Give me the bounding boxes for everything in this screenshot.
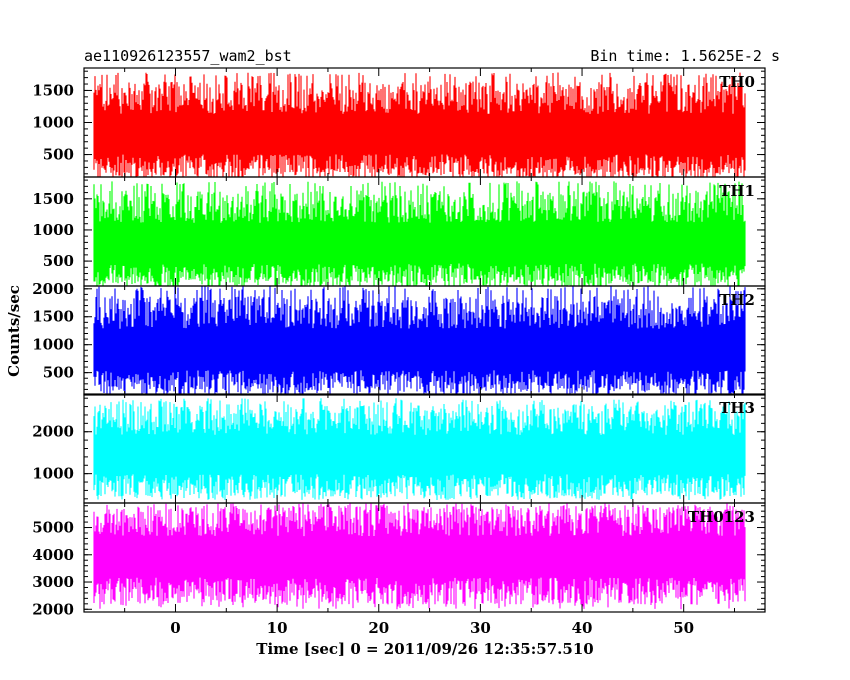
x-tick-label: 40 xyxy=(572,619,593,637)
panel-frame xyxy=(83,285,766,396)
y-tick-label: 2000 xyxy=(32,280,74,298)
panel-label: TH0 xyxy=(719,73,755,91)
y-tick-label: 500 xyxy=(43,364,74,382)
panel-th2: 500 1000 1500 2000 TH2 xyxy=(32,280,766,396)
y-tick-label: 1000 xyxy=(32,114,74,132)
chart-title-right: Bin time: 1.5625E-2 s xyxy=(590,47,780,65)
y-tick-label: 3000 xyxy=(32,573,74,591)
panel-th0: 500 1000 1500 TH0 xyxy=(32,67,766,178)
y-tick-label: 1000 xyxy=(32,221,74,239)
chart-title-left: ae110926123557_wam2_bst xyxy=(84,47,292,65)
x-tick-label: 30 xyxy=(470,619,491,637)
x-axis-title: Time [sec] 0 = 2011/09/26 12:35:57.510 xyxy=(256,640,593,658)
y-tick-label: 2000 xyxy=(32,423,74,441)
series-th3 xyxy=(93,398,746,500)
y-tick-label: 5000 xyxy=(32,519,74,537)
y-tick-label: 1000 xyxy=(32,465,74,483)
series-th1 xyxy=(93,181,746,286)
y-tick-label: 500 xyxy=(43,146,74,164)
panel-label: TH3 xyxy=(719,399,755,417)
x-tick-label: 20 xyxy=(368,619,389,637)
panel-label: TH1 xyxy=(719,182,755,200)
panel-label: TH2 xyxy=(719,291,755,309)
series-th0123 xyxy=(93,503,746,610)
y-tick-label: 1500 xyxy=(32,308,74,326)
x-tick-label: 50 xyxy=(673,619,694,637)
x-tick-label: 0 xyxy=(170,619,180,637)
y-tick-label: 4000 xyxy=(32,546,74,564)
panel-th3: 1000 2000 TH3 xyxy=(32,393,766,504)
panel-th0123: 2000 3000 4000 5000 TH0123 xyxy=(32,502,766,618)
series-th2 xyxy=(93,286,746,395)
y-tick-label: 500 xyxy=(43,252,74,270)
y-tick-label: 1500 xyxy=(32,81,74,99)
y-tick-label: 1000 xyxy=(32,336,74,354)
y-tick-label: 1500 xyxy=(32,190,74,208)
panel-frame xyxy=(83,502,766,613)
x-tick-label: 10 xyxy=(267,619,288,637)
panel-label: TH0123 xyxy=(688,508,755,526)
series-th0 xyxy=(93,72,746,177)
panel-th1: 500 1000 1500 TH1 xyxy=(32,176,766,287)
y-tick-label: 2000 xyxy=(32,600,74,618)
y-axis-title: Counts/sec xyxy=(5,285,23,377)
